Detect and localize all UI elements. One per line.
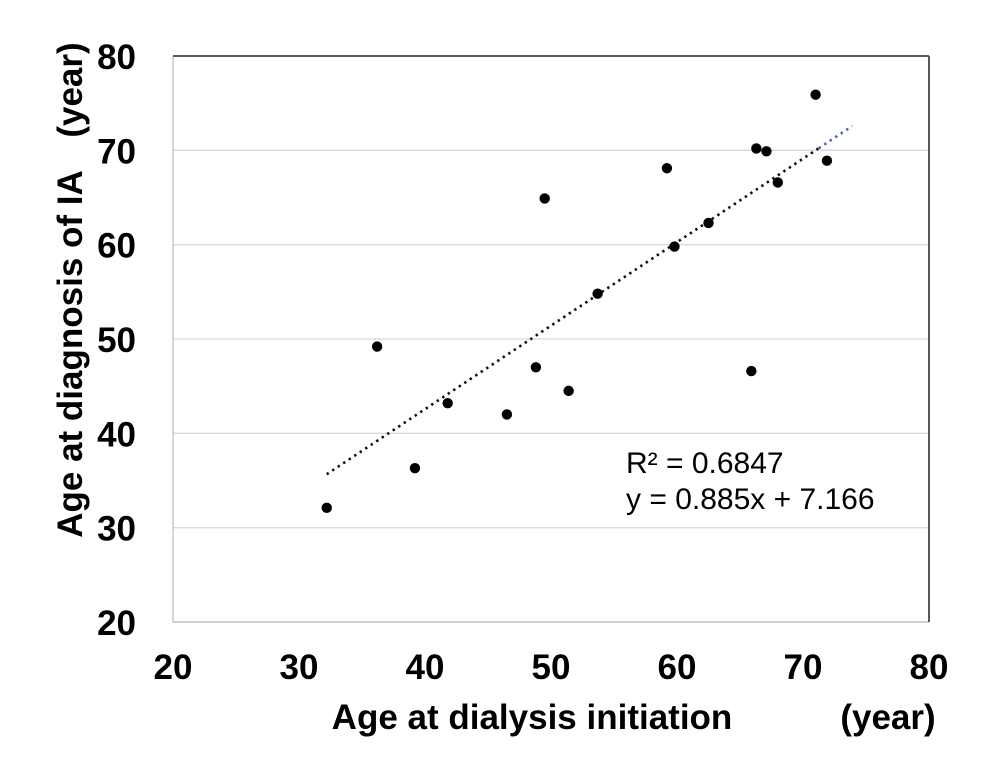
data-point bbox=[746, 365, 757, 377]
x-axis-unit: (year) bbox=[840, 698, 935, 737]
data-point bbox=[530, 362, 542, 373]
x-tick-label: 80 bbox=[910, 648, 949, 687]
x-tick-label: 40 bbox=[406, 648, 445, 687]
data-point bbox=[703, 217, 714, 229]
data-point bbox=[751, 143, 762, 154]
data-point bbox=[761, 146, 772, 157]
x-tick-label: 30 bbox=[280, 648, 319, 687]
gridlines bbox=[173, 149, 929, 529]
trendline bbox=[326, 147, 820, 476]
y-tick-label: 20 bbox=[97, 604, 136, 643]
y-axis-tick-labels: 20 30 40 50 60 70 80 bbox=[97, 38, 136, 643]
x-tick-label: 70 bbox=[784, 648, 823, 687]
y-tick-label: 70 bbox=[97, 132, 136, 171]
y-tick-label: 60 bbox=[97, 227, 136, 266]
data-point bbox=[409, 463, 421, 474]
y-tick-label: 80 bbox=[97, 38, 136, 77]
data-point bbox=[810, 89, 821, 100]
y-tick-label: 50 bbox=[97, 321, 136, 360]
y-tick-label: 40 bbox=[97, 415, 136, 454]
x-axis-tick-labels: 20 30 40 50 60 70 80 bbox=[154, 648, 949, 687]
data-points-group bbox=[321, 89, 833, 514]
y-axis-title: Age at diagnosis of IA bbox=[51, 170, 90, 538]
y-axis-unit: (year) bbox=[51, 42, 90, 137]
x-tick-label: 60 bbox=[658, 648, 697, 687]
data-point bbox=[321, 502, 332, 514]
r-squared-annotation: R² = 0.6847 bbox=[626, 447, 784, 480]
data-point bbox=[821, 155, 833, 166]
equation-annotation: y = 0.885x + 7.166 bbox=[626, 483, 875, 516]
data-point bbox=[669, 241, 680, 252]
x-tick-label: 50 bbox=[532, 648, 571, 687]
data-point bbox=[661, 163, 673, 174]
trendline-extension bbox=[818, 125, 853, 150]
data-point bbox=[442, 397, 453, 409]
y-tick-label: 30 bbox=[97, 510, 136, 549]
data-point bbox=[563, 385, 574, 397]
data-point bbox=[539, 193, 550, 204]
trendline-group bbox=[326, 125, 853, 476]
plot-area-border bbox=[172, 55, 930, 623]
data-point bbox=[371, 341, 383, 352]
data-point bbox=[501, 409, 513, 420]
x-axis-title: Age at dialysis initiation bbox=[332, 698, 733, 737]
data-point bbox=[592, 288, 603, 299]
x-tick-label: 20 bbox=[154, 648, 193, 687]
data-point bbox=[772, 177, 783, 188]
